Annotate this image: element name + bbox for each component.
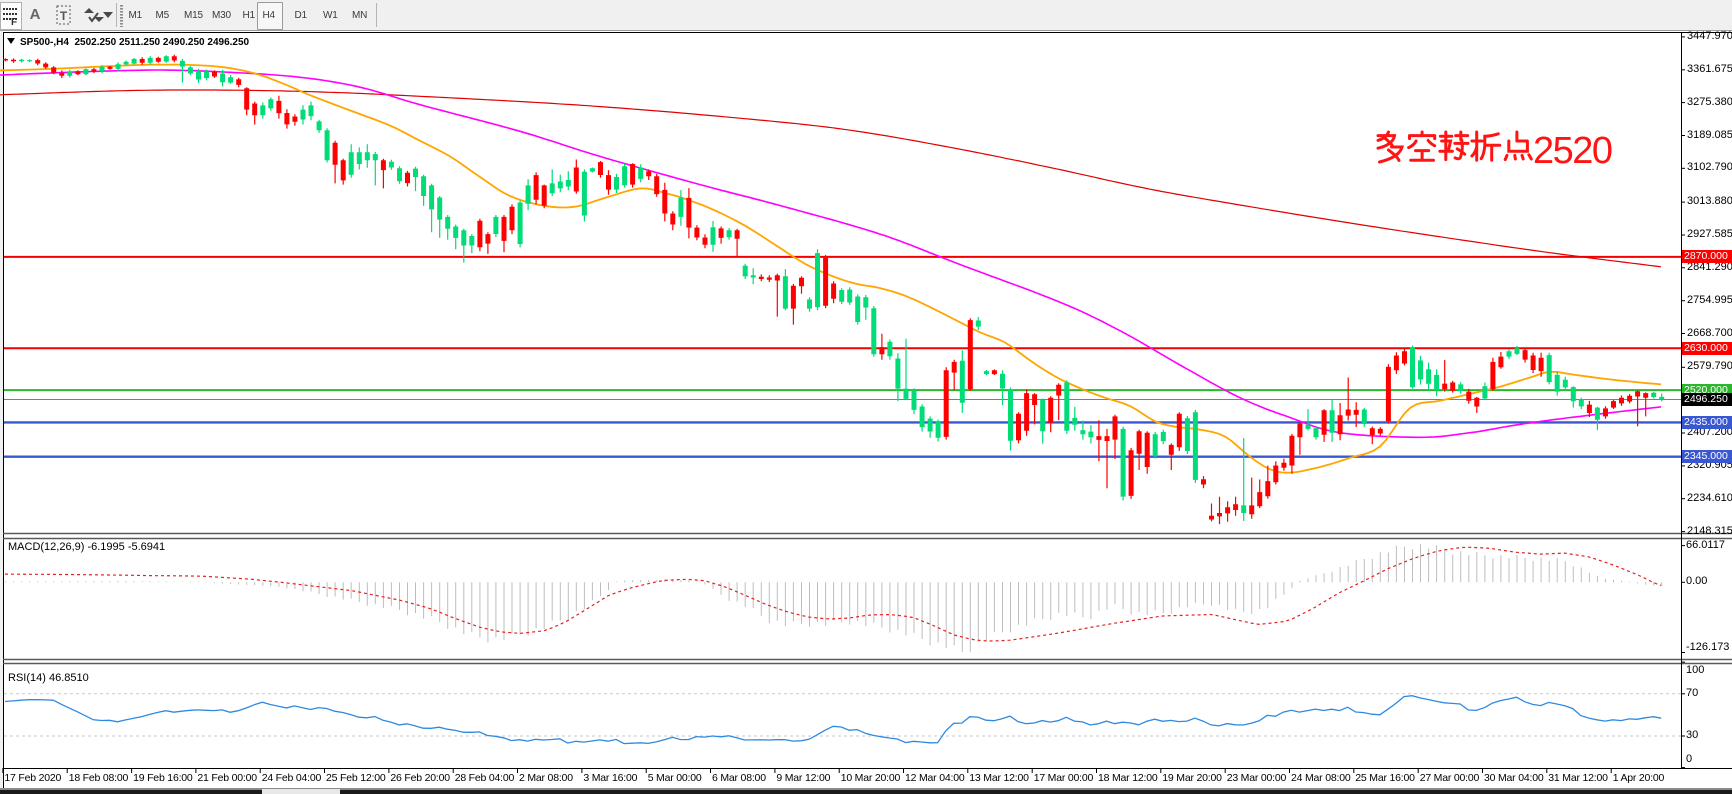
svg-text:T: T [60,9,68,23]
svg-text:F: F [11,17,17,27]
svg-text:2520: 2520 [1533,130,1612,172]
